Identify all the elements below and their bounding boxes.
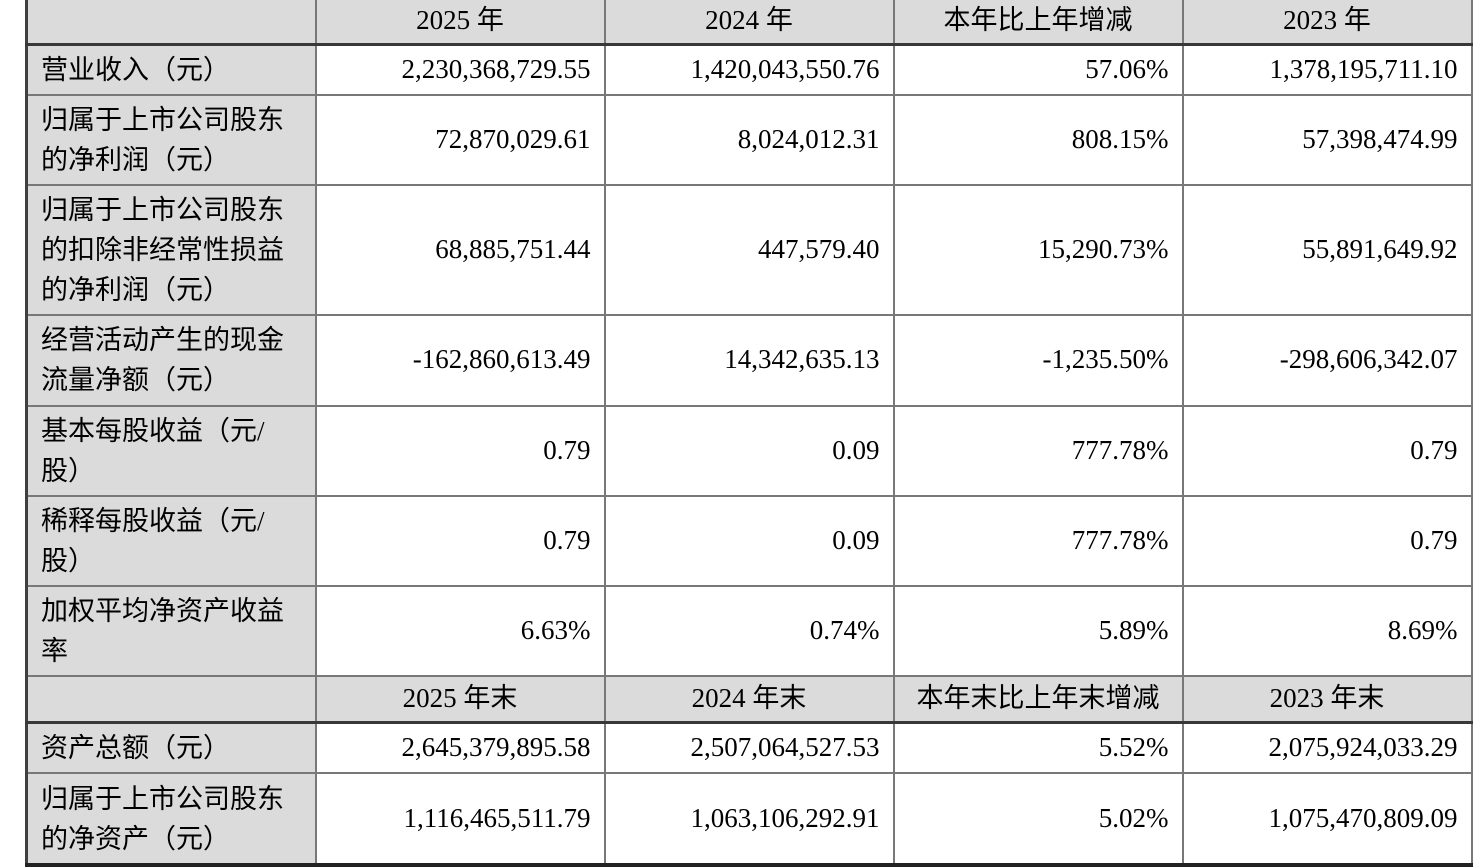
table-data-row: 经营活动产生的现金 流量净额（元） -162,860,613.49 14,342,6… bbox=[25, 313, 1473, 407]
row-label-cell: 归属于上市公司股东 的扣除非经常性损益 的净利润（元） bbox=[25, 183, 317, 316]
value-cell: -298,606,342.07 bbox=[1181, 313, 1473, 407]
value-cell: 447,579.40 bbox=[603, 183, 895, 316]
header-empty-cell bbox=[25, 0, 317, 46]
table-data-row: 归属于上市公司股东 的净资产（元） 1,116,465,511.79 1,063,1… bbox=[25, 772, 1473, 866]
key-financial-indicators-table: 2025 年 2024 年本年比上年增减 2023 年营业收入（元） 2,230,36… bbox=[25, 0, 1473, 867]
value-cell: 14,342,635.13 bbox=[603, 313, 895, 407]
row-label-cell: 归属于上市公司股东 的净资产（元） bbox=[25, 772, 317, 866]
value-cell: 8,024,012.31 bbox=[603, 93, 895, 186]
column-header-cell: 2023 年末 bbox=[1181, 674, 1473, 724]
table-header-row: 2025 年末 2024 年末 本年末比上年末增减 2023 年末 bbox=[25, 674, 1473, 724]
table-data-row: 资产总额（元） 2,645,379,895.58 2,507,064,527.53 5… bbox=[25, 721, 1473, 774]
table-data-row: 加权平均净资产收益 率 6.63% 0.74% 5.89% 8.69% bbox=[25, 584, 1473, 677]
table-data-row: 稀释每股收益（元/ 股） 0.79 0.09 777.78% 0.79 bbox=[25, 494, 1473, 587]
value-cell: 1,420,043,550.76 bbox=[603, 43, 895, 96]
column-header-cell: 本年比上年增减 bbox=[892, 0, 1184, 46]
metrics-table-body: 2025 年 2024 年本年比上年增减 2023 年营业收入（元） 2,230,36… bbox=[25, 0, 1473, 866]
value-cell: 57,398,474.99 bbox=[1181, 93, 1473, 186]
column-header-cell: 2024 年末 bbox=[603, 674, 895, 724]
value-cell: 0.79 bbox=[314, 404, 606, 497]
value-cell: -1,235.50% bbox=[892, 313, 1184, 407]
table-header-row: 2025 年 2024 年本年比上年增减 2023 年 bbox=[25, 0, 1473, 46]
column-header-cell: 2023 年 bbox=[1181, 0, 1473, 46]
value-cell: 777.78% bbox=[892, 404, 1184, 497]
value-cell: 808.15% bbox=[892, 93, 1184, 186]
column-header-cell: 2024 年 bbox=[603, 0, 895, 46]
row-label-cell: 归属于上市公司股东 的净利润（元） bbox=[25, 93, 317, 186]
value-cell: 55,891,649.92 bbox=[1181, 183, 1473, 316]
value-cell: 1,116,465,511.79 bbox=[314, 772, 606, 866]
value-cell: 5.89% bbox=[892, 584, 1184, 677]
column-header-cell: 2025 年 bbox=[314, 0, 606, 46]
value-cell: 2,230,368,729.55 bbox=[314, 43, 606, 96]
value-cell: 1,075,470,809.09 bbox=[1181, 772, 1473, 866]
row-label-cell: 加权平均净资产收益 率 bbox=[25, 584, 317, 677]
value-cell: 6.63% bbox=[314, 584, 606, 677]
row-label-cell: 稀释每股收益（元/ 股） bbox=[25, 494, 317, 587]
value-cell: 2,645,379,895.58 bbox=[314, 721, 606, 774]
row-label-cell: 资产总额（元） bbox=[25, 721, 317, 774]
financial-summary-section: 2025 年 2024 年本年比上年增减 2023 年营业收入（元） 2,230,36… bbox=[25, 0, 1473, 867]
value-cell: 777.78% bbox=[892, 494, 1184, 587]
value-cell: 0.74% bbox=[603, 584, 895, 677]
table-data-row: 营业收入（元） 2,230,368,729.55 1,420,043,550.76 5… bbox=[25, 43, 1473, 96]
value-cell: 0.79 bbox=[1181, 494, 1473, 587]
value-cell: -162,860,613.49 bbox=[314, 313, 606, 407]
value-cell: 5.02% bbox=[892, 772, 1184, 866]
value-cell: 0.09 bbox=[603, 404, 895, 497]
value-cell: 57.06% bbox=[892, 43, 1184, 96]
value-cell: 1,378,195,711.10 bbox=[1181, 43, 1473, 96]
value-cell: 0.09 bbox=[603, 494, 895, 587]
column-header-cell: 本年末比上年末增减 bbox=[892, 674, 1184, 724]
value-cell: 0.79 bbox=[314, 494, 606, 587]
value-cell: 8.69% bbox=[1181, 584, 1473, 677]
value-cell: 5.52% bbox=[892, 721, 1184, 774]
row-label-cell: 经营活动产生的现金 流量净额（元） bbox=[25, 313, 317, 407]
value-cell: 2,507,064,527.53 bbox=[603, 721, 895, 774]
table-data-row: 归属于上市公司股东 的扣除非经常性损益 的净利润（元） 68,885,751.44… bbox=[25, 183, 1473, 316]
column-header-cell: 2025 年末 bbox=[314, 674, 606, 724]
value-cell: 15,290.73% bbox=[892, 183, 1184, 316]
value-cell: 2,075,924,033.29 bbox=[1181, 721, 1473, 774]
value-cell: 1,063,106,292.91 bbox=[603, 772, 895, 866]
table-data-row: 基本每股收益（元/ 股） 0.79 0.09 777.78% 0.79 bbox=[25, 404, 1473, 497]
table-data-row: 归属于上市公司股东 的净利润（元） 72,870,029.61 8,024,012.… bbox=[25, 93, 1473, 186]
value-cell: 72,870,029.61 bbox=[314, 93, 606, 186]
header-empty-cell bbox=[25, 674, 317, 724]
row-label-cell: 营业收入（元） bbox=[25, 43, 317, 96]
value-cell: 0.79 bbox=[1181, 404, 1473, 497]
value-cell: 68,885,751.44 bbox=[314, 183, 606, 316]
row-label-cell: 基本每股收益（元/ 股） bbox=[25, 404, 317, 497]
